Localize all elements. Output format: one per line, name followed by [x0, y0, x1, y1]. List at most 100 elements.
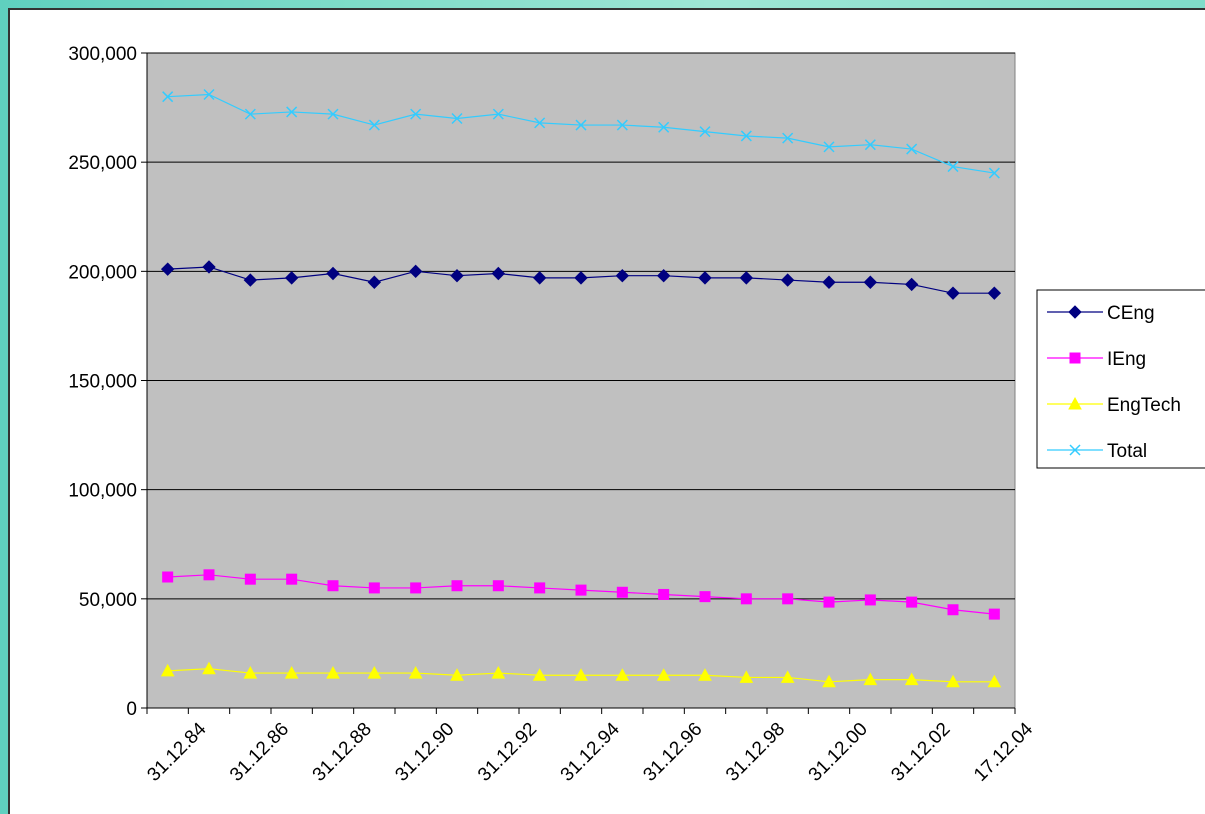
- data-point-total: [782, 132, 794, 144]
- y-tick-label: 100,000: [68, 481, 137, 502]
- data-point-engtech: [491, 666, 506, 679]
- data-point-engtech: [615, 668, 630, 681]
- x-tick-label: 31.12.86: [226, 719, 293, 786]
- data-point-engtech: [698, 668, 712, 681]
- x-tick-label: 31.12.94: [557, 718, 624, 785]
- data-point-ieng: [286, 573, 298, 585]
- data-point-engtech: [532, 668, 547, 681]
- data-point-ieng: [327, 580, 339, 592]
- data-point-ceng: [656, 268, 671, 283]
- x-tick-label: 31.12.98: [722, 719, 789, 786]
- x-tick-label: 31.12.02: [887, 719, 954, 786]
- data-point-engtech: [863, 672, 878, 686]
- data-point-ieng: [616, 586, 628, 598]
- data-point-total: [699, 126, 711, 138]
- data-point-engtech: [408, 666, 423, 679]
- data-point-total: [658, 121, 670, 133]
- data-point-total: [162, 91, 174, 103]
- data-point-total: [740, 130, 752, 142]
- data-point-total: [864, 139, 876, 151]
- data-point-engtech: [946, 674, 960, 688]
- data-point-engtech: [202, 661, 216, 675]
- data-point-ieng: [534, 582, 546, 594]
- data-point-total: [327, 108, 339, 120]
- data-point-ceng: [202, 260, 216, 274]
- data-point-engtech: [574, 668, 588, 681]
- data-point-ieng: [782, 593, 794, 605]
- legend-marker-ceng: [1068, 305, 1082, 319]
- data-point-ieng: [658, 588, 670, 600]
- data-point-engtech: [367, 666, 382, 679]
- data-point-engtech: [987, 674, 1002, 688]
- data-point-engtech: [822, 674, 836, 688]
- data-point-ceng: [243, 273, 258, 287]
- x-tick-label: 31.12.96: [639, 719, 706, 786]
- data-point-total: [906, 143, 918, 155]
- data-point-ieng: [410, 582, 422, 594]
- data-point-engtech: [656, 668, 671, 681]
- data-point-ieng: [492, 580, 504, 592]
- data-point-engtech: [326, 666, 340, 679]
- data-point-ieng: [947, 604, 959, 616]
- data-point-total: [534, 117, 546, 129]
- data-point-engtech: [284, 666, 299, 679]
- data-point-ieng: [988, 608, 1000, 620]
- legend: [1036, 289, 1205, 469]
- data-point-total: [575, 119, 587, 131]
- data-point-ieng: [162, 571, 174, 583]
- x-tick-label: 31.12.84: [143, 718, 210, 785]
- data-point-ceng: [284, 271, 299, 285]
- y-tick-label: 50,000: [79, 590, 137, 611]
- data-point-engtech: [739, 670, 754, 683]
- data-point-engtech: [243, 666, 258, 679]
- data-point-ieng: [575, 584, 587, 596]
- data-point-ieng: [906, 596, 918, 608]
- data-point-ieng: [740, 593, 752, 605]
- legend-marker-total: [1069, 444, 1081, 456]
- data-point-ceng: [491, 266, 506, 281]
- y-tick-label: 150,000: [68, 372, 137, 393]
- data-point-ceng: [739, 271, 754, 285]
- data-point-total: [492, 108, 504, 120]
- data-point-total: [244, 108, 256, 120]
- data-point-total: [988, 167, 1000, 179]
- data-point-ceng: [780, 273, 795, 287]
- data-point-ieng: [451, 580, 463, 592]
- data-point-ceng: [946, 286, 960, 300]
- data-point-ieng: [864, 594, 876, 606]
- data-point-ieng: [368, 582, 380, 594]
- data-point-ceng: [698, 271, 712, 285]
- x-tick-label: 31.12.88: [309, 719, 376, 786]
- data-point-ceng: [863, 275, 878, 289]
- data-point-total: [451, 112, 463, 125]
- x-tick-label: 31.12.00: [805, 719, 872, 786]
- data-point-total: [947, 161, 959, 173]
- y-tick-label: 300,000: [68, 44, 137, 65]
- data-point-engtech: [450, 668, 464, 681]
- data-point-ceng: [450, 268, 464, 283]
- data-point-ieng: [244, 573, 256, 585]
- data-point-total: [368, 119, 380, 131]
- legend-marker-ieng: [1069, 352, 1081, 364]
- data-point-ceng: [904, 277, 919, 292]
- y-tick-label: 200,000: [68, 262, 137, 283]
- data-point-total: [410, 108, 422, 120]
- data-point-engtech: [904, 672, 919, 686]
- data-point-ceng: [160, 262, 175, 276]
- data-point-ieng: [823, 596, 835, 608]
- data-point-total: [203, 88, 215, 101]
- data-point-total: [286, 106, 298, 118]
- legend-label-ieng: IEng: [1107, 349, 1146, 370]
- data-point-engtech: [780, 670, 795, 683]
- chart-frame: 0 50,000 100,000 150,000 200,000 250,000 300,0…: [8, 8, 1205, 814]
- data-point-ceng: [532, 271, 547, 285]
- data-point-ceng: [326, 266, 340, 281]
- data-point-ceng: [408, 264, 423, 279]
- y-tick-label: 0: [126, 699, 137, 720]
- legend-label-ceng: CEng: [1107, 303, 1155, 324]
- data-point-ceng: [574, 271, 588, 285]
- legend-label-total: Total: [1107, 441, 1147, 462]
- data-point-ieng: [203, 569, 215, 581]
- data-point-ceng: [987, 286, 1002, 300]
- line-chart: 0 50,000 100,000 150,000 200,000 250,000 300,0…: [68, 44, 1205, 786]
